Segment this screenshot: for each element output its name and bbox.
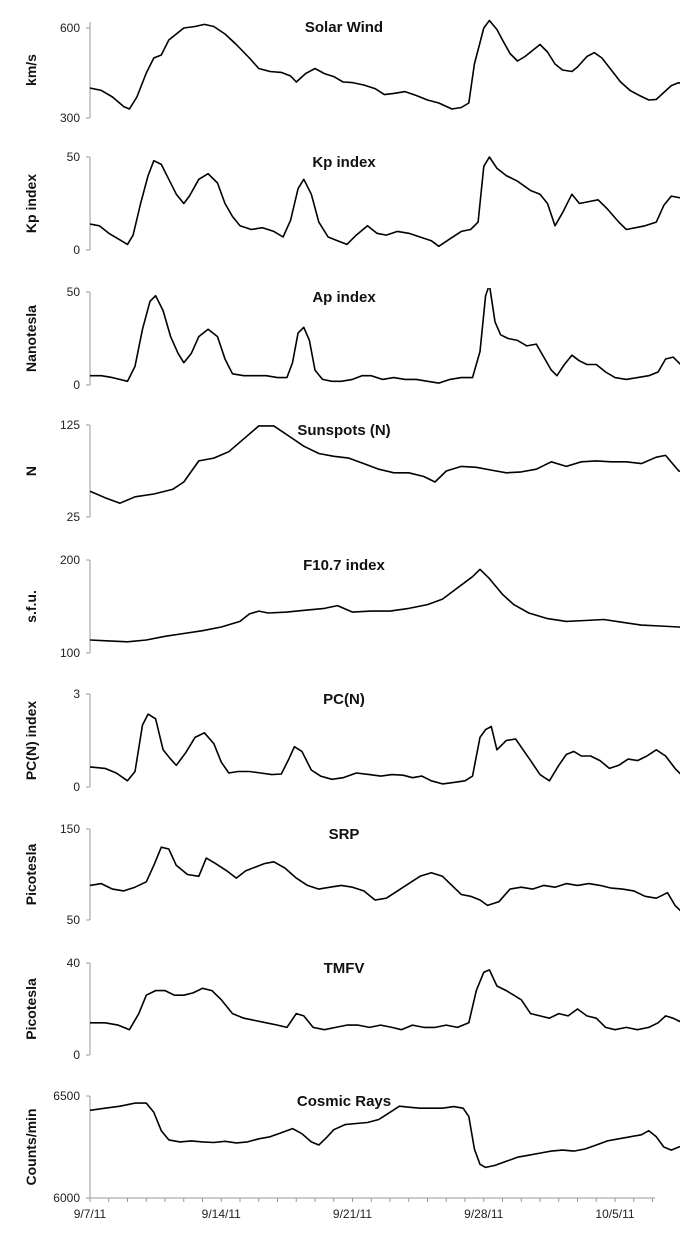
series-line xyxy=(90,713,680,785)
y-tick-label: 25 xyxy=(67,510,81,524)
y-tick-label: 0 xyxy=(73,378,80,392)
y-tick-label: 6000 xyxy=(53,1191,80,1205)
panel-title: Solar Wind xyxy=(305,19,383,36)
series-line xyxy=(90,19,680,110)
panel-2: 50 0 Nanotesla Ap index xyxy=(23,285,680,392)
y-tick-label: 100 xyxy=(60,646,80,660)
panel-title: Sunspots (N) xyxy=(297,422,390,439)
panel-title: PC(N) xyxy=(323,691,365,708)
y-tick-label: 125 xyxy=(60,418,80,432)
series-line xyxy=(90,568,680,643)
panel-0: 600 300 km/s Solar Wind xyxy=(23,19,680,125)
series-line xyxy=(90,969,680,1031)
panel-7: 40 0 Picotesla TMFV xyxy=(23,956,680,1062)
panel-6: 150 50 Picotesla SRP xyxy=(23,822,680,927)
y-axis-label: Picotesla xyxy=(23,978,39,1040)
x-tick-label: 9/28/11 xyxy=(464,1207,503,1221)
y-axis-label: s.f.u. xyxy=(23,590,39,623)
panel-3: 125 25 N Sunspots (N) xyxy=(23,418,680,524)
panel-1: 50 0 Kp index Kp index xyxy=(23,150,680,257)
panel-title: Ap index xyxy=(312,289,376,306)
y-tick-label: 0 xyxy=(73,780,80,794)
x-axis: 9/7/11 9/14/11 9/21/11 9/28/11 10/5/11 xyxy=(74,1197,655,1221)
y-tick-label: 150 xyxy=(60,822,80,836)
y-tick-label: 6500 xyxy=(53,1089,80,1103)
y-axis-label: Picotesla xyxy=(23,844,39,906)
x-tick-label: 10/5/11 xyxy=(595,1207,634,1221)
panel-8: 6500 6000 Counts/min Cosmic Rays xyxy=(23,1089,680,1205)
y-axis-label: N xyxy=(23,466,39,476)
y-tick-label: 50 xyxy=(67,150,81,164)
y-tick-label: 0 xyxy=(73,1048,80,1062)
panel-title: TMFV xyxy=(324,960,365,977)
y-axis-label: PC(N) index xyxy=(23,701,39,781)
x-tick-label: 9/7/11 xyxy=(74,1207,107,1221)
y-axis-label: km/s xyxy=(23,54,39,86)
y-tick-label: 200 xyxy=(60,553,80,567)
y-tick-label: 0 xyxy=(73,243,80,257)
y-tick-label: 50 xyxy=(67,285,81,299)
y-tick-label: 3 xyxy=(73,687,80,701)
y-axis-label: Nanotesla xyxy=(23,305,39,372)
y-tick-label: 50 xyxy=(67,913,81,927)
series-line xyxy=(90,156,680,248)
x-tick-label: 9/14/11 xyxy=(202,1207,241,1221)
panel-title: Cosmic Rays xyxy=(297,1093,391,1110)
panel-5: 3 0 PC(N) index PC(N) xyxy=(23,687,680,794)
series-line xyxy=(90,425,680,504)
panel-title: F10.7 index xyxy=(303,557,385,574)
series-line xyxy=(90,288,680,384)
series-line xyxy=(90,846,680,912)
y-tick-label: 40 xyxy=(67,956,81,970)
y-tick-label: 300 xyxy=(60,111,80,125)
y-tick-label: 600 xyxy=(60,21,80,35)
panel-4: 200 100 s.f.u. F10.7 index xyxy=(23,553,680,660)
panel-title: SRP xyxy=(329,826,360,843)
x-tick-label: 9/21/11 xyxy=(333,1207,372,1221)
y-axis-label: Counts/min xyxy=(23,1109,39,1186)
panel-title: Kp index xyxy=(312,154,376,171)
series-line xyxy=(90,1102,680,1169)
y-axis-label: Kp index xyxy=(23,174,39,233)
